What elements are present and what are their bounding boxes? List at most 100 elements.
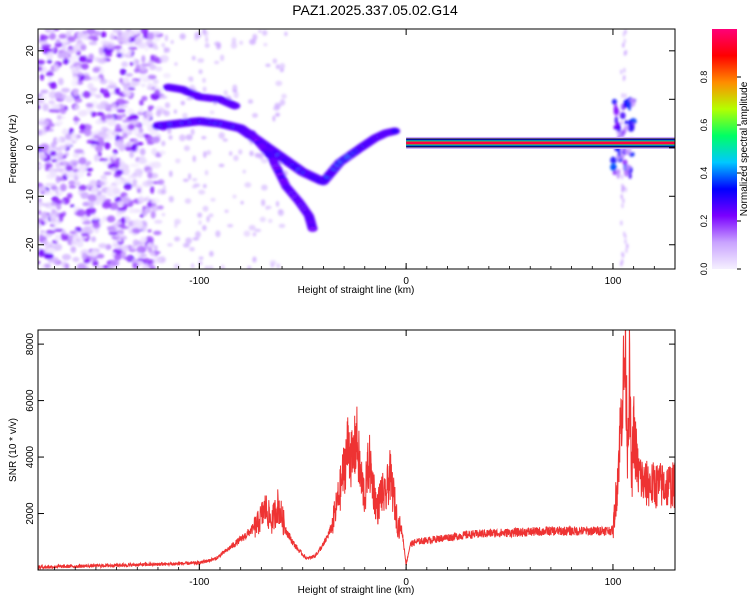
heatmap-noise-blob [95,145,103,153]
colorbar-tick-label: 0.4 [699,167,709,180]
heatmap-noise-blob [154,219,163,224]
heatmap-noise-blob [198,189,206,195]
heatmap-noise-blob [261,29,268,36]
heatmap-noise-blob [55,137,62,143]
heatmap-noise-blob [45,229,56,235]
heatmap-noise-blob [173,109,177,114]
heatmap-spike-blob [622,159,628,166]
heatmap-noise-blob [140,83,146,88]
heatmap-noise-blob [38,41,48,45]
heatmap-spike-blob [612,170,618,176]
heatmap-noise-blob [182,112,188,119]
heatmap-noise-blob [97,57,107,64]
heatmap-noise-blob [109,32,115,41]
heatmap-noise-blob [111,153,117,160]
heatmap-noise-blob [87,82,94,90]
heatmap-noise-blob [42,239,49,246]
heatmap-noise-blob [142,78,152,83]
heatmap-noise-blob [208,213,214,218]
heatmap-noise-blob [195,231,201,238]
heatmap-noise-blob [97,131,106,136]
heatmap-noise-blob [272,115,276,122]
heatmap-noise-blob [65,165,73,172]
heatmap-spike-blob [622,165,625,171]
heatmap-noise-blob [112,45,123,50]
heatmap-noise-blob [275,112,280,117]
heatmap-noise-blob [133,68,140,73]
heatmap-noise-blob [170,40,174,44]
heatmap-noise-blob [98,243,107,249]
heatmap-noise-blob [119,68,127,76]
colorbar: 0.0 0.2 0.4 0.6 0.8 Normalized spectral ampl… [699,29,750,275]
heatmap-noise-blob [105,113,113,120]
heatmap-noise-blob [102,41,113,45]
heatmap-spike-blob [622,185,625,191]
heatmap-noise-blob [185,237,192,244]
heatmap-noise-blob [42,103,49,112]
heatmap-noise-blob [106,79,114,84]
heatmap-noise-blob [209,110,215,115]
heatmap-noise-blob [265,205,269,210]
heatmap-noise-blob [108,82,117,87]
heatmap-noise-blob [131,227,141,234]
heatmap-noise-blob [163,47,167,54]
heatmap-noise-blob [239,40,244,45]
heatmap-noise-blob [75,181,81,186]
heatmap-noise-blob [143,208,152,214]
heatmap-noise-blob [226,95,231,99]
heatmap-noise-blob [96,103,106,110]
heatmap-x-axis-label: Height of straight line (km) [298,285,415,296]
heatmap-noise-blob [39,143,50,151]
heatmap-noise-blob [132,179,138,185]
heatmap-noise-blob [45,71,54,77]
heatmap-noise-blob [242,169,246,174]
heatmap-noise-blob [173,263,180,269]
heatmap-noise-blob [115,221,122,225]
heatmap-noise-blob [65,171,76,179]
heatmap-noise-blob [86,207,97,215]
heatmap-noise-blob [53,63,59,69]
heatmap-noise-blob [40,73,45,81]
heatmap-noise-blob [248,224,256,231]
heatmap-noise-blob [261,184,268,191]
heatmap-noise-blob [121,52,126,58]
heatmap-noise-blob [130,80,137,88]
heatmap-noise-blob [56,202,62,211]
heatmap-noise-blob [77,164,87,171]
heatmap-noise-blob [77,73,85,82]
heatmap-noise-blob [104,141,111,150]
heatmap-noise-blob [174,62,178,66]
heatmap-noise-blob [80,217,90,221]
heatmap-spike-blob [625,248,628,254]
heatmap-noise-blob [275,200,280,207]
heatmap-noise-blob [54,228,64,232]
heatmap-noise-blob [93,134,100,140]
heatmap-noise-blob [104,51,113,57]
heatmap-noise-blob [155,109,162,117]
heatmap-noise-blob [38,66,43,72]
heatmap-noise-blob [80,63,89,70]
heatmap-noise-blob [122,119,130,123]
heatmap-noise-blob [48,100,55,105]
heatmap-noise-blob [155,66,163,72]
heatmap-noise-blob [44,164,51,168]
heatmap-noise-blob [94,153,99,162]
heatmap-y-tick-label: -20 [25,237,36,252]
heatmap-noise-blob [83,225,91,233]
colorbar-bar [712,29,737,269]
heatmap-noise-blob [276,263,281,269]
heatmap-spike-blob [624,187,628,193]
heatmap-noise-blob [112,187,121,195]
heatmap-noise-blob [197,212,203,218]
heatmap-noise-blob [274,102,282,109]
heatmap-noise-blob [265,63,271,68]
heatmap-noise-blob [138,127,144,134]
heatmap-noise-blob [117,238,122,242]
heatmap-noise-blob [220,54,225,62]
heatmap-noise-blob [119,77,124,84]
heatmap-spike-blob [623,67,626,73]
heatmap-noise-blob [45,247,56,254]
heatmap-noise-blob [240,200,244,205]
heatmap-noise-blob [86,167,94,172]
